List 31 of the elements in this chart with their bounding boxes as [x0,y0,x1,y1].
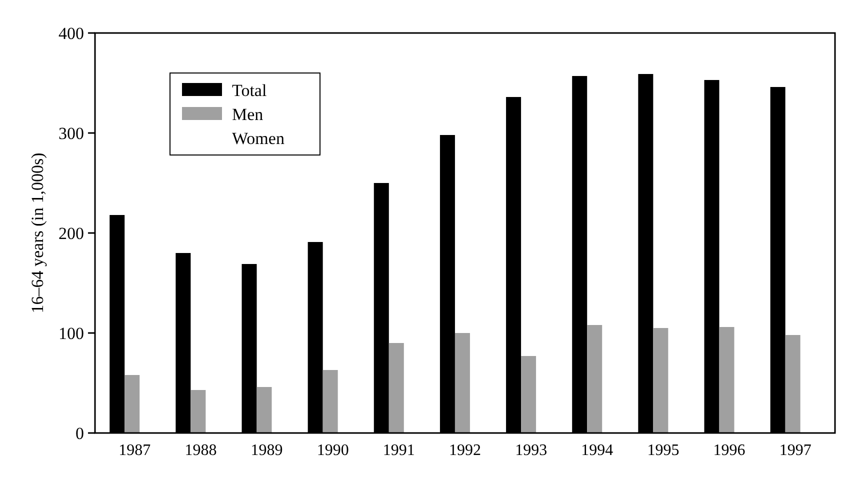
bar [256,387,272,433]
y-tick-label: 400 [58,24,84,43]
bar [719,327,734,433]
x-tick-label: 1990 [316,442,349,459]
x-tick-label: 1991 [382,442,415,459]
y-tick-label: 200 [58,224,84,243]
x-tick-label: 1989 [250,442,283,459]
x-tick-label: 1993 [515,442,548,459]
bar [190,390,206,433]
x-tick-label: 1995 [647,442,680,459]
bar [587,325,602,433]
y-tick-label: 0 [76,424,84,443]
y-tick-label: 100 [58,324,84,343]
x-tick-label: 1992 [449,442,481,459]
x-tick-label: 1988 [184,442,217,459]
x-tick-label: 1996 [713,442,746,459]
text: Women [232,128,285,148]
legend-label: Total [232,80,267,100]
y-axis-title: 16–64 years (in 1,000s) [28,152,47,314]
bar [653,328,668,433]
legend-label: Men [232,104,264,124]
bar [454,333,470,433]
bar [785,335,800,433]
x-tick-label: 1994 [581,442,614,459]
bar [521,356,536,433]
x-tick-label: 1997 [779,442,812,459]
x-tick-label: 1987 [118,442,151,459]
bar [388,343,404,433]
bar [322,370,338,433]
y-tick-label: 300 [58,124,84,143]
bar [124,375,140,433]
